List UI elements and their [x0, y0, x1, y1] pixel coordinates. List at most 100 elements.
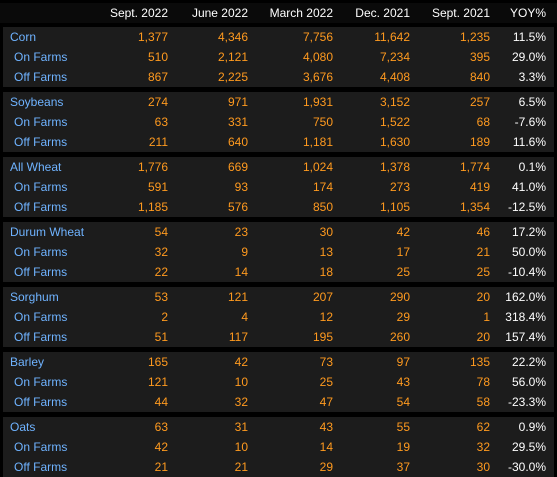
row-label-soybeans[interactable]: Soybeans [10, 95, 64, 109]
column-header-june-2022[interactable]: June 2022 [191, 6, 248, 20]
cell-dec-2021: 1,630 [379, 135, 410, 149]
table-row[interactable]: On Farms 591 93 174 273 419 41.0% [0, 177, 557, 197]
table-row[interactable]: Off Farms 22 14 18 25 25 -10.4% [0, 262, 557, 282]
row-label-barley-sub[interactable]: On Farms [14, 375, 68, 389]
table-row[interactable]: On Farms 121 10 25 43 78 56.0% [0, 372, 557, 392]
table-row[interactable]: On Farms 32 9 13 17 21 50.0% [0, 242, 557, 262]
cell-sept-2021: 1,774 [459, 160, 490, 174]
row-label-durum-wheat-sub[interactable]: On Farms [14, 245, 68, 259]
group-barley: Barley 165 42 73 97 135 22.2% On Farms 121 10 25 43… [0, 352, 557, 412]
group-background [3, 27, 554, 87]
cell-sept-2021: 840 [469, 70, 490, 84]
row-label-corn-sub[interactable]: Off Farms [14, 70, 68, 84]
cell-june-2022: 331 [227, 115, 248, 129]
table-row[interactable]: On Farms 510 2,121 4,080 7,234 395 29.0% [0, 47, 557, 67]
table-row[interactable]: On Farms 2 4 12 29 1 318.4% [0, 307, 557, 327]
cell-sept-2022: 121 [147, 375, 168, 389]
cell-dec-2021: 11,642 [374, 30, 410, 44]
table-row[interactable]: Off Farms 21 21 29 37 30 -30.0% [0, 457, 557, 477]
row-label-corn[interactable]: Corn [10, 30, 37, 44]
cell-june-2022: 2,225 [217, 70, 248, 84]
cell-dec-2021: 54 [396, 395, 410, 409]
row-label-durum-wheat[interactable]: Durum Wheat [10, 225, 85, 239]
cell-yoy-pct: -7.6% [514, 115, 546, 129]
table-row[interactable]: Corn 1,377 4,346 7,756 11,642 1,235 11.5% [0, 27, 557, 47]
column-header-yoy-pct[interactable]: YOY% [509, 6, 546, 20]
cell-sept-2021: 58 [476, 395, 490, 409]
table-row[interactable]: Sorghum 53 121 207 290 20 162.0% [0, 287, 557, 307]
row-label-sorghum[interactable]: Sorghum [10, 290, 59, 304]
cell-sept-2022: 53 [154, 290, 168, 304]
cell-june-2022: 640 [227, 135, 248, 149]
cell-yoy-pct: 11.6% [512, 135, 546, 149]
row-label-oats-sub[interactable]: On Farms [14, 440, 68, 454]
cell-yoy-pct: 157.4% [505, 330, 546, 344]
row-label-barley[interactable]: Barley [10, 355, 45, 369]
column-header-sept-2021[interactable]: Sept. 2021 [431, 6, 490, 20]
cell-dec-2021: 290 [389, 290, 410, 304]
cell-yoy-pct: 0.9% [518, 420, 546, 434]
cell-sept-2022: 44 [154, 395, 168, 409]
cell-dec-2021: 17 [396, 245, 410, 259]
cell-june-2022: 117 [228, 330, 248, 344]
cell-sept-2021: 25 [476, 265, 490, 279]
cell-march-2022: 7,756 [302, 30, 333, 44]
cell-dec-2021: 1,105 [379, 200, 410, 214]
table-row[interactable]: Soybeans 274 971 1,931 3,152 257 6.5% [0, 92, 557, 112]
cell-yoy-pct: 3.3% [518, 70, 546, 84]
table-row[interactable]: Off Farms 51 117 195 260 20 157.4% [0, 327, 557, 347]
cell-sept-2022: 211 [148, 135, 168, 149]
table-row[interactable]: Oats 63 31 43 55 62 0.9% [0, 417, 557, 437]
column-header-dec-2021[interactable]: Dec. 2021 [355, 6, 410, 20]
cell-dec-2021: 4,408 [379, 70, 410, 84]
cell-sept-2022: 1,377 [137, 30, 168, 44]
cell-sept-2021: 135 [469, 355, 490, 369]
cell-yoy-pct: 162.0% [505, 290, 546, 304]
table-row[interactable]: All Wheat 1,776 669 1,024 1,378 1,774 0.1% [0, 157, 557, 177]
group-background [3, 287, 554, 347]
cell-yoy-pct: 11.5% [512, 30, 546, 44]
row-label-all-wheat-sub[interactable]: Off Farms [14, 200, 68, 214]
cell-march-2022: 195 [312, 330, 333, 344]
cell-yoy-pct: -10.4% [507, 265, 546, 279]
table-row[interactable]: Durum Wheat 54 23 30 42 46 17.2% [0, 222, 557, 242]
table-row[interactable]: Off Farms 44 32 47 54 58 -23.3% [0, 392, 557, 412]
row-label-all-wheat[interactable]: All Wheat [10, 160, 62, 174]
row-label-oats-sub[interactable]: Off Farms [14, 460, 68, 474]
cell-march-2022: 25 [319, 375, 333, 389]
table-row[interactable]: Off Farms 211 640 1,181 1,630 189 11.6% [0, 132, 557, 152]
row-label-corn-sub[interactable]: On Farms [14, 50, 68, 64]
table-header: Sept. 2022 June 2022 March 2022 Dec. 202… [0, 3, 557, 23]
cell-june-2022: 23 [234, 225, 248, 239]
row-label-durum-wheat-sub[interactable]: Off Farms [14, 265, 68, 279]
table-row[interactable]: Barley 165 42 73 97 135 22.2% [0, 352, 557, 372]
cell-dec-2021: 1,522 [379, 115, 410, 129]
row-label-all-wheat-sub[interactable]: On Farms [14, 180, 68, 194]
cell-march-2022: 1,024 [302, 160, 333, 174]
cell-march-2022: 73 [319, 355, 333, 369]
cell-sept-2022: 42 [154, 440, 168, 454]
cell-dec-2021: 29 [396, 310, 410, 324]
row-label-soybeans-sub[interactable]: Off Farms [14, 135, 68, 149]
cell-march-2022: 14 [319, 440, 333, 454]
row-label-sorghum-sub[interactable]: Off Farms [14, 330, 68, 344]
cell-march-2022: 174 [312, 180, 333, 194]
row-label-sorghum-sub[interactable]: On Farms [14, 310, 68, 324]
cell-june-2022: 31 [234, 420, 248, 434]
row-label-oats[interactable]: Oats [10, 420, 36, 434]
cell-june-2022: 21 [234, 460, 248, 474]
table-row[interactable]: On Farms 42 10 14 19 32 29.5% [0, 437, 557, 457]
row-label-barley-sub[interactable]: Off Farms [14, 395, 68, 409]
table-row[interactable]: Off Farms 1,185 576 850 1,105 1,354 -12.5% [0, 197, 557, 217]
cell-sept-2022: 63 [154, 115, 168, 129]
cell-dec-2021: 1,378 [379, 160, 410, 174]
cell-sept-2021: 20 [476, 330, 490, 344]
cell-sept-2021: 78 [476, 375, 490, 389]
cell-sept-2022: 591 [147, 180, 168, 194]
table-row[interactable]: Off Farms 867 2,225 3,676 4,408 840 3.3% [0, 67, 557, 87]
column-header-sept-2022[interactable]: Sept. 2022 [109, 6, 168, 20]
cell-march-2022: 850 [312, 200, 333, 214]
column-header-march-2022[interactable]: March 2022 [269, 6, 333, 20]
row-label-soybeans-sub[interactable]: On Farms [14, 115, 68, 129]
table-row[interactable]: On Farms 63 331 750 1,522 68 -7.6% [0, 112, 557, 132]
